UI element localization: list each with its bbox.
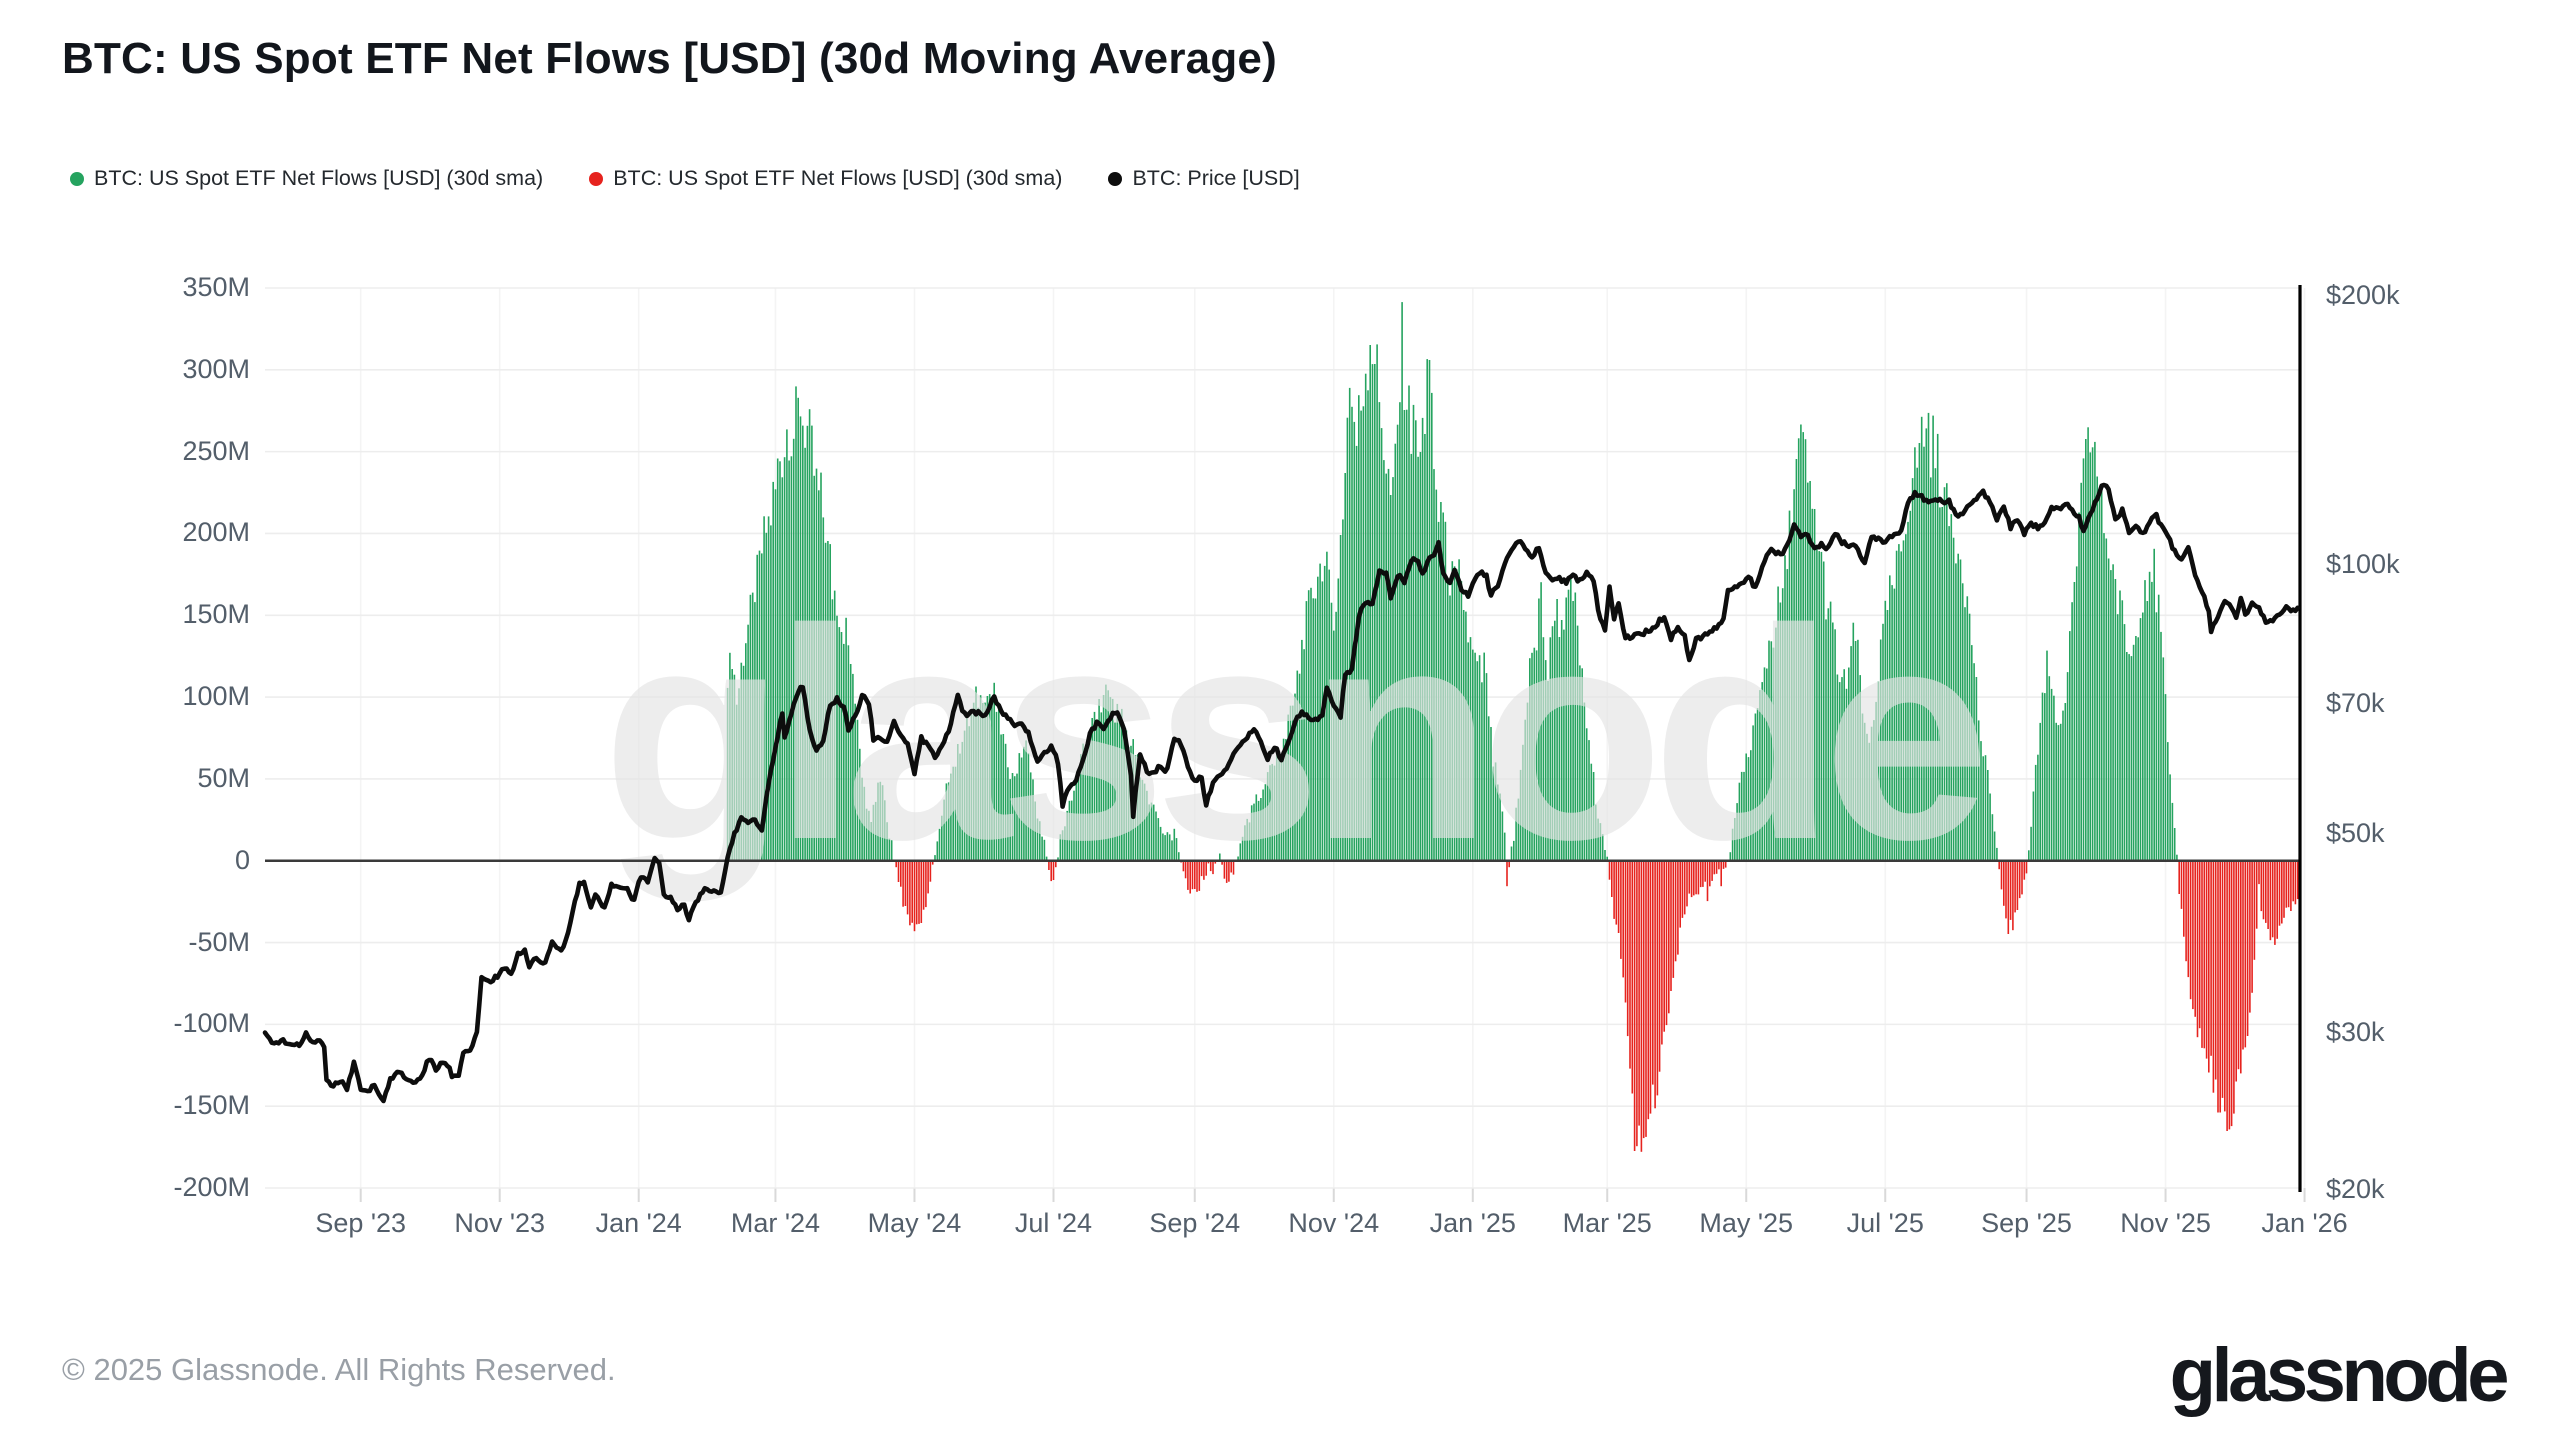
x-axis-label: Nov '23 <box>454 1208 546 1238</box>
footer-copyright: © 2025 Glassnode. All Rights Reserved. <box>62 1352 616 1387</box>
y-axis-label-right: $20k <box>2326 1174 2385 1204</box>
glassnode-logo[interactable]: glassnode <box>2169 1333 2510 1418</box>
y-axis-label-left: 0 <box>234 844 250 875</box>
watermark: glassnode <box>602 566 1982 904</box>
y-axis-label-left: -150M <box>173 1090 250 1121</box>
page-title: BTC: US Spot ETF Net Flows [USD] (30d Mo… <box>62 34 1277 83</box>
flows-bars <box>726 302 2299 1152</box>
x-axis-label: Nov '25 <box>2120 1208 2211 1238</box>
gridlines <box>265 287 2306 1202</box>
legend-label: BTC: Price [USD] <box>1132 166 1300 190</box>
x-axis-label: Jan '26 <box>2261 1208 2348 1238</box>
x-axis-label: Jan '24 <box>595 1208 682 1238</box>
legend-dot <box>589 171 604 186</box>
price-line <box>262 482 2300 1104</box>
y-axis-label-right: $30k <box>2326 1016 2385 1047</box>
x-axis-label: Jul '25 <box>1846 1208 1924 1238</box>
legend: BTC: US Spot ETF Net Flows [USD] (30d sm… <box>70 166 1300 191</box>
y-axis-label-left: 250M <box>182 435 250 466</box>
x-axis: Sep '23 Nov '23 Jan '24 Mar '24 May '24 Jul '… <box>0 1208 2560 1248</box>
y-axis-label-left: -100M <box>173 1008 250 1039</box>
y-axis-label-right: $70k <box>2326 687 2385 718</box>
y-axis-label-right: $50k <box>2326 818 2385 849</box>
legend-label: BTC: US Spot ETF Net Flows [USD] (30d sm… <box>94 166 544 190</box>
y-axis-label-left: -200M <box>173 1172 250 1202</box>
x-axis-label: May '24 <box>867 1208 962 1238</box>
y-axis-label-left: 300M <box>182 353 250 384</box>
legend-dot <box>70 171 84 186</box>
legend-item-price[interactable]: BTC: Price [USD] <box>1108 166 1300 191</box>
x-axis-label: Jul '24 <box>1014 1208 1093 1238</box>
y-axis-label-left: 150M <box>182 599 250 630</box>
legend-dot <box>1108 171 1123 186</box>
y-axis-label-right: $200k <box>2326 280 2400 310</box>
y-axis-label-left: 200M <box>182 517 250 548</box>
x-axis-label: Sep '23 <box>315 1208 407 1238</box>
x-axis-label: Mar '24 <box>730 1208 821 1238</box>
legend-item-flows-positive[interactable]: BTC: US Spot ETF Net Flows [USD] (30d sm… <box>70 166 543 191</box>
x-axis-label: Mar '25 <box>1562 1208 1652 1238</box>
legend-label: BTC: US Spot ETF Net Flows [USD] (30d sm… <box>613 166 1063 190</box>
y-axis-right: $200k $100k $70k $50k $30k $20k <box>2326 0 2546 1440</box>
y-axis-label-left: 50M <box>197 762 250 793</box>
x-axis-label: Jan '25 <box>1429 1208 1516 1238</box>
x-axis-label: May '25 <box>1699 1208 1794 1238</box>
y-axis-label-left: 100M <box>182 681 250 712</box>
y-axis-label-left: 350M <box>182 272 250 302</box>
y-axis-label-right: $100k <box>2326 549 2400 580</box>
x-axis-label: Sep '24 <box>1149 1208 1241 1238</box>
x-axis-label: Sep '25 <box>1981 1208 2072 1238</box>
legend-item-flows-negative[interactable]: BTC: US Spot ETF Net Flows [USD] (30d sm… <box>589 166 1062 191</box>
y-axis-left: 350M 300M 250M 200M 150M 100M 50M 0 -50M -100M -15… <box>0 0 250 1440</box>
y-axis-label-left: -50M <box>188 926 250 957</box>
x-axis-label: Nov '24 <box>1288 1208 1380 1238</box>
